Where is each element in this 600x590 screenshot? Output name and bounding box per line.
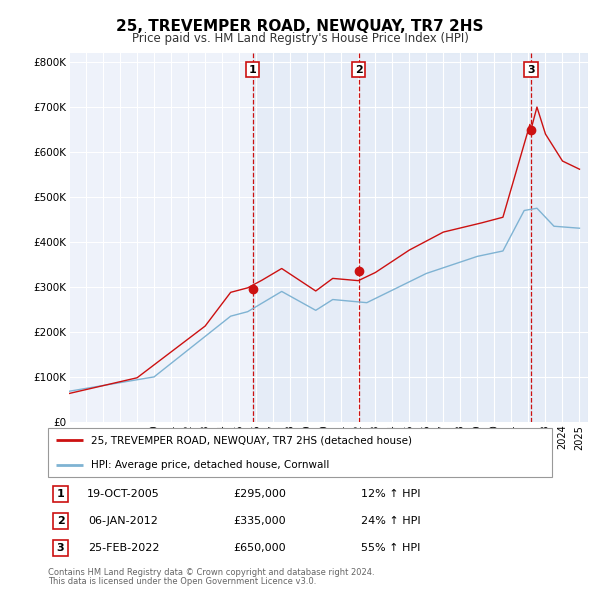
Text: 1: 1 xyxy=(57,489,64,499)
Text: £335,000: £335,000 xyxy=(233,516,286,526)
Text: 3: 3 xyxy=(57,543,64,553)
Text: 06-JAN-2012: 06-JAN-2012 xyxy=(89,516,158,526)
Text: 55% ↑ HPI: 55% ↑ HPI xyxy=(361,543,421,553)
Text: 25, TREVEMPER ROAD, NEWQUAY, TR7 2HS: 25, TREVEMPER ROAD, NEWQUAY, TR7 2HS xyxy=(116,19,484,34)
Text: Contains HM Land Registry data © Crown copyright and database right 2024.: Contains HM Land Registry data © Crown c… xyxy=(48,568,374,576)
Text: 12% ↑ HPI: 12% ↑ HPI xyxy=(361,489,421,499)
Text: HPI: Average price, detached house, Cornwall: HPI: Average price, detached house, Corn… xyxy=(91,460,329,470)
FancyBboxPatch shape xyxy=(48,428,552,477)
Bar xyxy=(359,53,531,422)
Text: 25, TREVEMPER ROAD, NEWQUAY, TR7 2HS (detached house): 25, TREVEMPER ROAD, NEWQUAY, TR7 2HS (de… xyxy=(91,435,412,445)
Text: 25-FEB-2022: 25-FEB-2022 xyxy=(88,543,160,553)
Text: This data is licensed under the Open Government Licence v3.0.: This data is licensed under the Open Gov… xyxy=(48,577,316,586)
Text: 1: 1 xyxy=(249,65,256,75)
Bar xyxy=(253,53,359,422)
Text: £650,000: £650,000 xyxy=(233,543,286,553)
Text: 3: 3 xyxy=(527,65,535,75)
Text: 2: 2 xyxy=(57,516,64,526)
Text: 2: 2 xyxy=(355,65,362,75)
Bar xyxy=(531,53,588,422)
Text: £295,000: £295,000 xyxy=(233,489,286,499)
Text: Price paid vs. HM Land Registry's House Price Index (HPI): Price paid vs. HM Land Registry's House … xyxy=(131,32,469,45)
Text: 24% ↑ HPI: 24% ↑ HPI xyxy=(361,516,421,526)
Text: 19-OCT-2005: 19-OCT-2005 xyxy=(87,489,160,499)
